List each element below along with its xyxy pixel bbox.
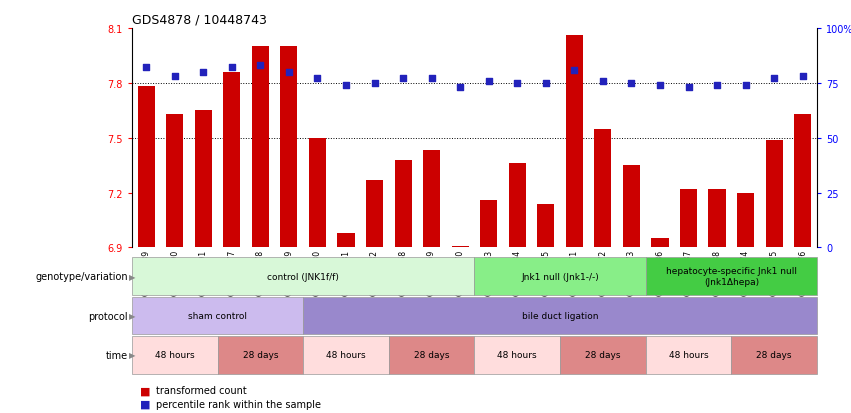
Point — [425, 76, 438, 83]
Text: ▶: ▶ — [129, 272, 136, 281]
Bar — [594, 129, 611, 248]
Bar — [423, 151, 440, 248]
Bar — [395, 160, 412, 248]
Point — [311, 76, 324, 83]
Bar — [566, 36, 583, 248]
Bar — [480, 200, 497, 248]
Point — [197, 69, 210, 76]
Point — [796, 74, 809, 81]
Bar — [680, 190, 697, 248]
Bar — [737, 193, 754, 248]
Text: genotype/variation: genotype/variation — [35, 271, 128, 282]
Text: 48 hours: 48 hours — [155, 351, 195, 360]
Text: Jnk1 null (Jnk1-/-): Jnk1 null (Jnk1-/-) — [521, 272, 599, 281]
Text: 48 hours: 48 hours — [498, 351, 537, 360]
Point — [254, 63, 267, 69]
Point — [482, 78, 495, 85]
Bar — [337, 233, 355, 248]
Text: GDS4878 / 10448743: GDS4878 / 10448743 — [132, 13, 266, 26]
Point — [739, 83, 752, 89]
Bar — [794, 115, 811, 248]
Bar — [366, 180, 383, 248]
Point — [625, 80, 638, 87]
Text: 28 days: 28 days — [243, 351, 278, 360]
Point — [282, 69, 295, 76]
Bar — [452, 246, 469, 248]
Point — [368, 80, 381, 87]
Point — [711, 83, 724, 89]
Point — [225, 65, 238, 71]
Bar — [651, 239, 669, 248]
Bar — [766, 140, 783, 248]
Bar — [509, 164, 526, 248]
Text: control (JNK1f/f): control (JNK1f/f) — [267, 272, 339, 281]
Text: sham control: sham control — [188, 311, 247, 320]
Point — [397, 76, 410, 83]
Bar — [252, 47, 269, 248]
Point — [539, 80, 552, 87]
Bar — [166, 115, 183, 248]
Text: 48 hours: 48 hours — [669, 351, 708, 360]
Text: 48 hours: 48 hours — [326, 351, 366, 360]
Text: ▶: ▶ — [129, 311, 136, 320]
Text: time: time — [106, 350, 128, 360]
Text: bile duct ligation: bile duct ligation — [522, 311, 598, 320]
Text: ■: ■ — [140, 399, 151, 409]
Text: 28 days: 28 days — [585, 351, 620, 360]
Point — [511, 80, 524, 87]
Text: hepatocyte-specific Jnk1 null
(Jnk1Δhepa): hepatocyte-specific Jnk1 null (Jnk1Δhepa… — [665, 267, 797, 286]
Bar — [223, 73, 240, 248]
Bar — [623, 166, 640, 248]
Text: transformed count: transformed count — [156, 385, 247, 395]
Text: protocol: protocol — [88, 311, 128, 321]
Text: percentile rank within the sample: percentile rank within the sample — [156, 399, 321, 409]
Text: ■: ■ — [140, 385, 151, 395]
Bar — [280, 47, 298, 248]
Point — [140, 65, 153, 71]
Point — [682, 85, 695, 91]
Bar — [709, 190, 726, 248]
Text: 28 days: 28 days — [414, 351, 449, 360]
Bar — [537, 204, 554, 248]
Bar — [138, 87, 155, 248]
Point — [168, 74, 181, 81]
Bar — [195, 111, 212, 248]
Point — [654, 83, 667, 89]
Text: 28 days: 28 days — [757, 351, 792, 360]
Point — [596, 78, 609, 85]
Point — [454, 85, 467, 91]
Point — [568, 67, 581, 74]
Bar — [309, 138, 326, 248]
Point — [768, 76, 781, 83]
Text: ▶: ▶ — [129, 351, 136, 360]
Point — [340, 83, 353, 89]
